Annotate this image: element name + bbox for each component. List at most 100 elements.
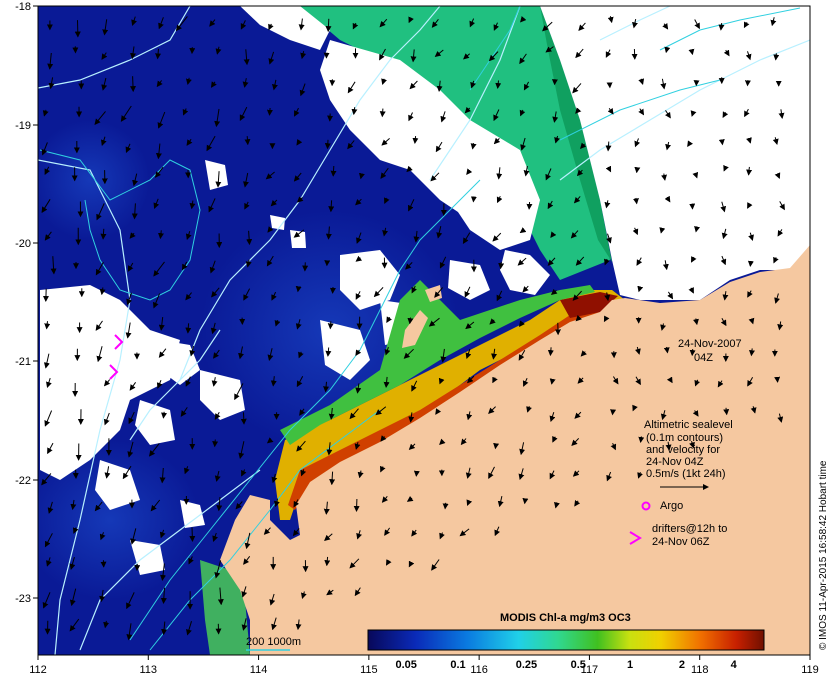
velocity-arrow xyxy=(355,255,363,262)
velocity-arrow xyxy=(460,438,467,446)
velocity-arrow xyxy=(779,201,785,211)
velocity-arrow xyxy=(497,495,504,508)
velocity-arrow xyxy=(750,406,757,414)
drifters-legend-line: 24-Nov 06Z xyxy=(652,536,710,548)
velocity-arrow xyxy=(605,165,612,173)
velocity-arrow xyxy=(209,19,216,27)
velocity-arrow xyxy=(610,442,617,451)
velocity-arrow xyxy=(723,407,730,416)
velocity-arrow xyxy=(295,319,302,330)
velocity-arrow xyxy=(94,501,103,512)
colorbar-tick-label: 0.1 xyxy=(450,659,465,671)
velocity-arrow xyxy=(244,532,251,550)
velocity-arrow xyxy=(357,470,364,479)
colorbar-ticks: 0.05 0.1 0.25 0.5 1 2 4 xyxy=(395,659,737,671)
lon-tick-label: 112 xyxy=(29,664,47,676)
velocity-arrow xyxy=(127,441,134,458)
velocity-arrow xyxy=(148,443,160,457)
velocity-arrow xyxy=(161,411,168,419)
velocity-arrow xyxy=(386,316,392,323)
velocity-arrow xyxy=(327,321,334,330)
velocity-arrow xyxy=(747,290,753,298)
velocity-arrow xyxy=(100,228,107,240)
velocity-arrow xyxy=(244,201,250,210)
velocity-arrow xyxy=(575,48,584,59)
velocity-arrow xyxy=(489,318,496,325)
velocity-arrow xyxy=(41,142,48,156)
velocity-arrow xyxy=(128,411,135,425)
velocity-arrow xyxy=(435,141,443,153)
colorbar-tick-label: 1 xyxy=(627,659,633,671)
velocity-arrow xyxy=(552,435,558,443)
velocity-arrow xyxy=(242,78,249,88)
velocity-arrow xyxy=(439,438,446,445)
velocity-arrow xyxy=(777,413,784,423)
velocity-arrow xyxy=(130,46,136,60)
velocity-arrow xyxy=(632,197,639,205)
velocity-arrow xyxy=(694,379,701,387)
velocity-arrow xyxy=(519,442,526,456)
velocity-arrow xyxy=(157,230,164,240)
velocity-arrow xyxy=(243,288,251,301)
velocity-arrow xyxy=(379,18,388,28)
velocity-arrow xyxy=(324,533,333,542)
velocity-arrow xyxy=(634,166,641,174)
velocity-arrow xyxy=(326,442,333,456)
velocity-arrow xyxy=(103,412,110,426)
velocity-arrow xyxy=(688,48,695,56)
velocity-arrow xyxy=(69,618,80,632)
velocity-arrow xyxy=(189,527,196,542)
velocity-arrow xyxy=(554,135,560,144)
velocity-arrow xyxy=(550,231,557,239)
velocity-arrow xyxy=(578,22,586,31)
velocity-arrow xyxy=(689,441,695,449)
velocity-arrow xyxy=(354,441,361,450)
velocity-arrow xyxy=(434,287,443,298)
velocity-arrow xyxy=(580,350,587,357)
velocity-arrow xyxy=(153,261,165,277)
lon-tick-label: 114 xyxy=(250,664,268,676)
velocity-arrow xyxy=(126,592,135,610)
velocity-arrow xyxy=(44,410,53,427)
velocity-arrow xyxy=(518,320,525,328)
velocity-arrow xyxy=(413,470,420,477)
velocity-arrow xyxy=(523,165,530,177)
velocity-arrow xyxy=(156,80,163,88)
velocity-arrow xyxy=(408,16,414,24)
velocity-arrow xyxy=(660,323,667,331)
velocity-arrow xyxy=(298,18,305,31)
velocity-arrow xyxy=(157,111,166,129)
bathymetry-legend: 200 1000m xyxy=(246,636,301,651)
velocity-arrow xyxy=(381,138,390,146)
velocity-arrow xyxy=(234,383,244,401)
velocity-arrow xyxy=(406,165,413,173)
velocity-arrow xyxy=(159,467,166,484)
velocity-arrow xyxy=(46,557,52,567)
velocity-arrow xyxy=(127,262,134,272)
velocity-arrow xyxy=(470,143,477,150)
velocity-arrow xyxy=(131,203,138,220)
velocity-arrow xyxy=(667,291,674,300)
ocean-haze xyxy=(38,120,150,240)
velocity-arrow xyxy=(216,496,223,512)
velocity-arrow xyxy=(243,172,249,188)
lat-tick-label: -18 xyxy=(15,1,31,13)
velocity-arrows xyxy=(41,16,785,641)
plot-frame xyxy=(37,5,811,656)
velocity-arrow xyxy=(126,292,132,306)
velocity-arrow xyxy=(463,53,471,60)
velocity-arrow xyxy=(492,376,498,384)
velocity-arrow xyxy=(720,201,727,213)
velocity-arrow xyxy=(130,76,136,93)
velocity-arrow xyxy=(211,377,218,387)
velocity-arrow xyxy=(604,200,611,209)
drifters-legend-line: drifters@12h to xyxy=(652,523,727,535)
velocity-arrow xyxy=(380,167,389,179)
velocity-arrow xyxy=(607,16,614,24)
velocity-arrow xyxy=(554,501,560,509)
velocity-arrow xyxy=(130,528,137,545)
lon-tick-label: 115 xyxy=(360,664,378,676)
velocity-arrow xyxy=(411,380,418,392)
map-plot-area xyxy=(38,6,810,655)
velocity-arrow xyxy=(153,198,160,210)
